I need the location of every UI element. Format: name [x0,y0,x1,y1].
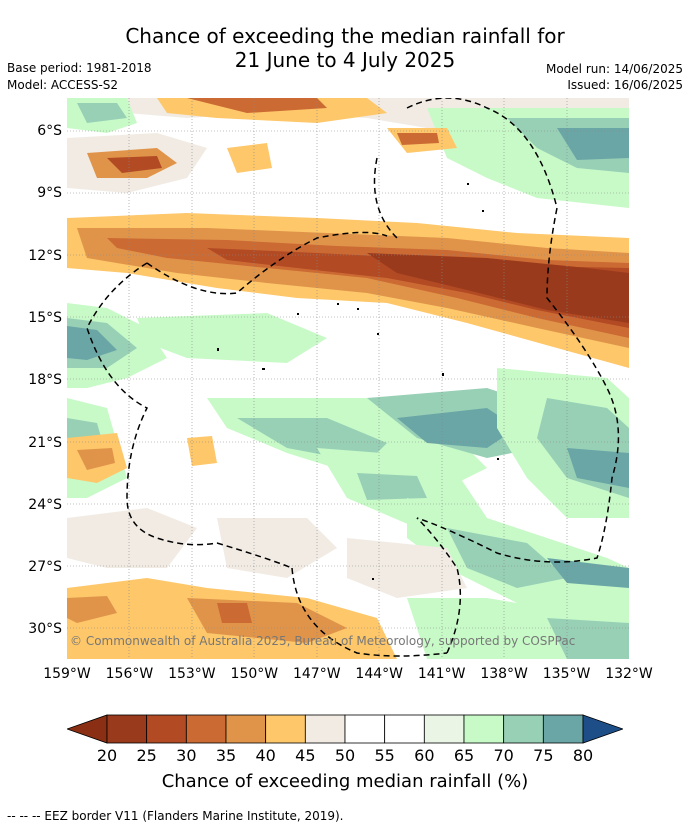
colorbar-segment [463,714,505,744]
x-tick-label: 153°W [168,666,216,682]
x-tick-label: 141°W [417,666,466,682]
model-name: Model: ACCESS-S2 [7,78,119,92]
colorbar-segment [185,714,227,744]
y-tick-label: 27°S [28,559,62,576]
model-run: Model run: 14/06/2025 [545,62,683,76]
colorbar-tick-label: 35 [215,746,237,765]
colorbar-tick-label: 20 [96,746,118,765]
base-period: Base period: 1981-2018 [7,61,152,75]
colorbar-tick-label: 40 [255,746,276,765]
x-tick-label: 156°W [105,666,154,682]
y-tick-label: 12°S [28,247,62,264]
y-tick-label: 24°S [28,496,62,513]
y-tick-label: 18°S [28,372,62,389]
colorbar [67,714,623,744]
y-tick-label: 15°S [28,309,62,326]
colorbar-segment [542,714,584,744]
copyright-notice: © Commonwealth of Australia 2025, Bureau… [70,634,576,648]
colorbar-tick-label: 30 [176,746,197,765]
y-tick-label: 21°S [28,434,62,451]
colorbar-low-arrow [67,714,108,744]
x-tick-label: 135°W [542,666,591,682]
colorbar-tick-label: 65 [453,746,475,765]
y-tick-label: 9°S [37,185,62,202]
title-line-1: Chance of exceeding the median rainfall … [125,24,565,48]
colorbar-segment [384,714,425,744]
colorbar-segment [503,714,544,744]
colorbar-tick-label: 80 [572,746,594,765]
colorbar-tick-label: 75 [533,746,554,765]
eez-footnote: -- -- -- EEZ border V11 (Flanders Marine… [7,809,344,823]
x-tick-label: 138°W [480,666,528,682]
y-tick-label: 6°S [37,123,62,139]
title-line-2: 21 June to 4 July 2025 [234,48,456,72]
colorbar-segment [225,714,267,744]
rainfall-map [67,98,629,659]
colorbar-tick-label: 60 [414,746,435,765]
colorbar-segment [304,714,346,744]
colorbar-segment [265,714,306,744]
colorbar-high-arrow [582,714,623,744]
x-tick-label: 132°W [605,666,653,682]
colorbar-tick-label: 55 [374,746,395,765]
colorbar-segment [423,714,465,744]
colorbar-tick-label: 25 [136,746,157,765]
x-tick-label: 159°W [43,666,91,682]
x-tick-label: 147°W [292,666,341,682]
colorbar-tick-label: 45 [295,746,316,765]
issued-date: Issued: 16/06/2025 [567,78,683,92]
colorbar-segment [344,714,386,744]
colorbar-tick-label: 70 [493,746,514,765]
colorbar-title: Chance of exceeding median rainfall (%) [161,771,529,792]
y-tick-label: 30°S [28,621,62,638]
x-tick-label: 150°W [230,666,279,682]
colorbar-segment [146,714,187,744]
colorbar-segment [106,714,148,744]
x-tick-label: 144°W [355,666,404,682]
colorbar-tick-label: 50 [334,746,356,765]
